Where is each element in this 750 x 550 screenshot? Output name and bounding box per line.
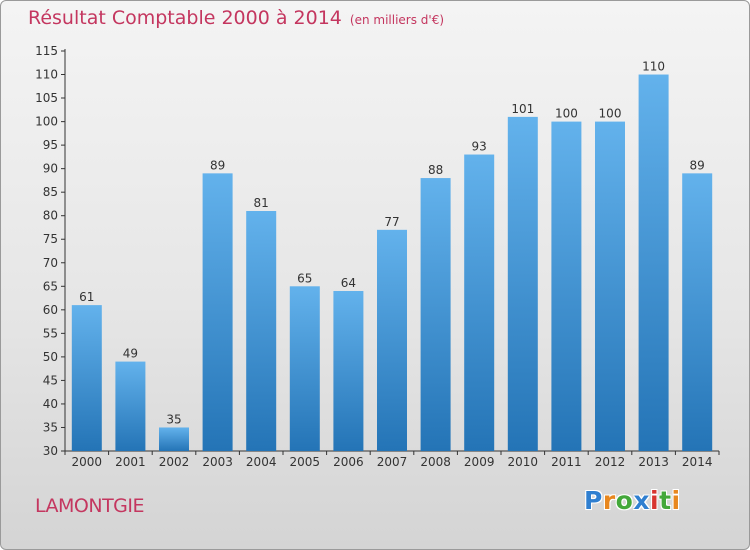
x-tick-label: 2003 (202, 455, 233, 469)
y-tick-label: 60 (43, 303, 58, 317)
x-tick-label: 2000 (72, 455, 103, 469)
x-tick-label: 2007 (377, 455, 408, 469)
y-tick-label: 110 (35, 68, 58, 82)
logo-letter: o (615, 486, 634, 515)
bar (595, 121, 625, 452)
data-label: 77 (384, 215, 399, 229)
y-tick-label: 35 (43, 420, 58, 434)
x-tick-label: 2013 (638, 455, 669, 469)
data-label: 61 (79, 290, 94, 304)
data-label: 49 (123, 347, 138, 361)
y-tick-label: 30 (43, 444, 58, 458)
y-tick-label: 55 (43, 326, 58, 340)
logo-letter: P (584, 486, 603, 515)
bar (377, 229, 407, 451)
x-tick-label: 2011 (551, 455, 582, 469)
bar (333, 291, 364, 451)
logo-letter: i (671, 486, 681, 515)
chart-title-text: Résultat Comptable 2000 à 2014 (28, 7, 342, 29)
bar (115, 361, 146, 451)
bar (464, 154, 495, 451)
x-tick-label: 2009 (464, 455, 495, 469)
proxiti-logo[interactable]: Proxiti (584, 486, 681, 515)
y-tick-label: 50 (43, 350, 58, 364)
data-label: 65 (297, 271, 312, 285)
bar (71, 305, 102, 451)
data-label: 89 (210, 158, 225, 172)
bar (507, 116, 538, 451)
y-tick-label: 115 (35, 44, 58, 58)
x-tick-label: 2010 (508, 455, 539, 469)
logo-letter: x (633, 486, 650, 515)
data-label: 64 (341, 276, 356, 290)
x-tick-label: 2002 (159, 455, 190, 469)
logo-letter: i (650, 486, 660, 515)
x-tick-label: 2006 (333, 455, 364, 469)
data-label: 89 (690, 158, 705, 172)
x-tick-label: 2008 (420, 455, 451, 469)
commune-name: LAMONTGIE (35, 495, 145, 517)
x-tick-label: 2004 (246, 455, 277, 469)
y-tick-label: 80 (43, 209, 58, 223)
data-label: 93 (472, 140, 487, 154)
y-tick-label: 40 (43, 397, 58, 411)
y-tick-label: 90 (43, 162, 58, 176)
y-tick-label: 70 (43, 256, 58, 270)
bar (202, 173, 233, 451)
y-tick-label: 100 (35, 115, 58, 129)
x-axis: 2000 2001 2002 2003 2004 2005 2006 2007 2008 2009… (64, 450, 720, 469)
y-tick-label: 75 (43, 232, 58, 246)
data-label: 81 (254, 196, 269, 210)
bar (420, 178, 451, 451)
bar (289, 286, 320, 451)
x-tick-label: 2014 (682, 455, 713, 469)
x-tick-label: 2012 (595, 455, 626, 469)
bar (638, 74, 669, 451)
bar (682, 173, 713, 451)
chart-title: Résultat Comptable 2000 à 2014 (en millie… (28, 7, 444, 29)
chart-unit: (en milliers d'€) (349, 13, 445, 27)
data-label: 110 (642, 60, 665, 74)
bar (159, 427, 189, 451)
y-tick-label: 95 (43, 138, 58, 152)
data-label: 100 (599, 107, 622, 121)
y-tick-label: 65 (43, 279, 58, 293)
x-tick-label: 2001 (115, 455, 146, 469)
y-tick-label: 85 (43, 185, 58, 199)
bars: 61 49 35 89 81 65 64 77 88 93 101 100 100 110 89 (71, 60, 713, 452)
data-label: 101 (511, 102, 534, 116)
data-label: 35 (166, 412, 181, 426)
bar (246, 211, 277, 451)
y-tick-label: 45 (43, 373, 58, 387)
logo-letter: t (659, 486, 672, 515)
data-label: 100 (555, 107, 578, 121)
y-axis: 30 35 40 45 50 55 60 65 70 75 80 85 90 95 100 105 110 115 (35, 44, 66, 458)
data-label: 88 (428, 163, 443, 177)
y-tick-label: 105 (35, 91, 58, 105)
logo-letter: r (602, 486, 616, 515)
bar (551, 121, 582, 452)
x-tick-label: 2005 (290, 455, 321, 469)
